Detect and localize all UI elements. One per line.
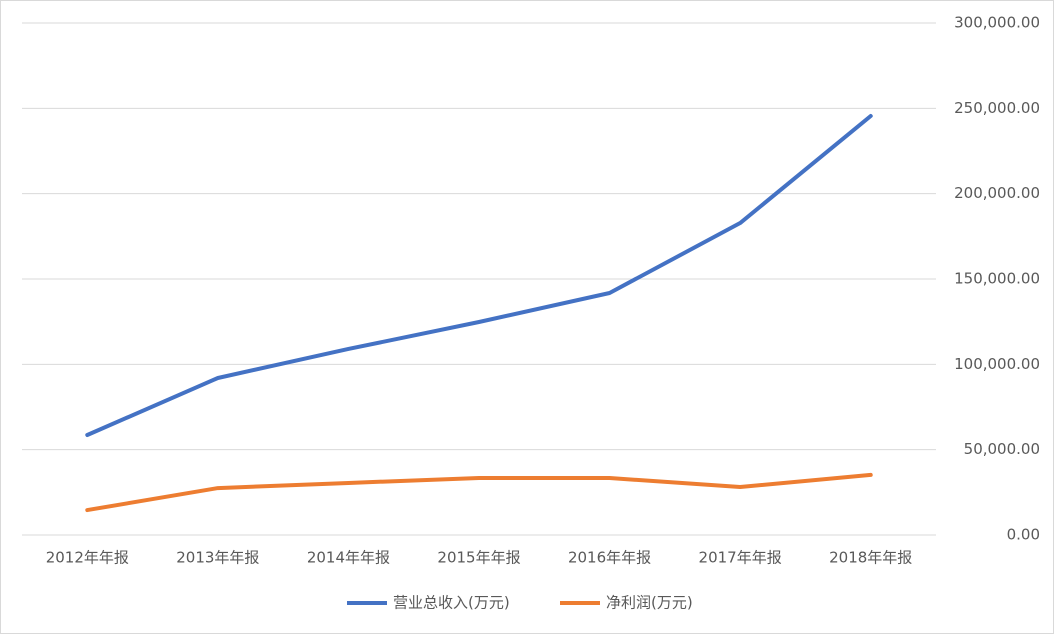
x-tick-label: 2017年年报 (699, 549, 782, 567)
x-tick-label: 2013年年报 (176, 549, 259, 567)
x-tick-label: 2018年年报 (829, 549, 912, 567)
legend-label: 营业总收入(万元) (393, 594, 510, 612)
y-tick-label: 250,000.00 (954, 99, 1040, 117)
x-tick-label: 2016年年报 (568, 549, 651, 567)
y-tick-label: 0.00 (1007, 526, 1040, 544)
x-tick-label: 2014年年报 (307, 549, 390, 567)
y-tick-label: 100,000.00 (954, 355, 1040, 373)
y-tick-label: 150,000.00 (954, 270, 1040, 288)
y-tick-label: 300,000.00 (954, 14, 1040, 32)
series-line (85, 114, 873, 437)
y-tick-label: 200,000.00 (954, 184, 1040, 202)
series-line (85, 472, 873, 513)
y-tick-label: 50,000.00 (964, 440, 1040, 458)
legend-label: 净利润(万元) (606, 594, 693, 612)
x-tick-label: 2015年年报 (437, 549, 520, 567)
x-tick-label: 2012年年报 (46, 549, 129, 567)
